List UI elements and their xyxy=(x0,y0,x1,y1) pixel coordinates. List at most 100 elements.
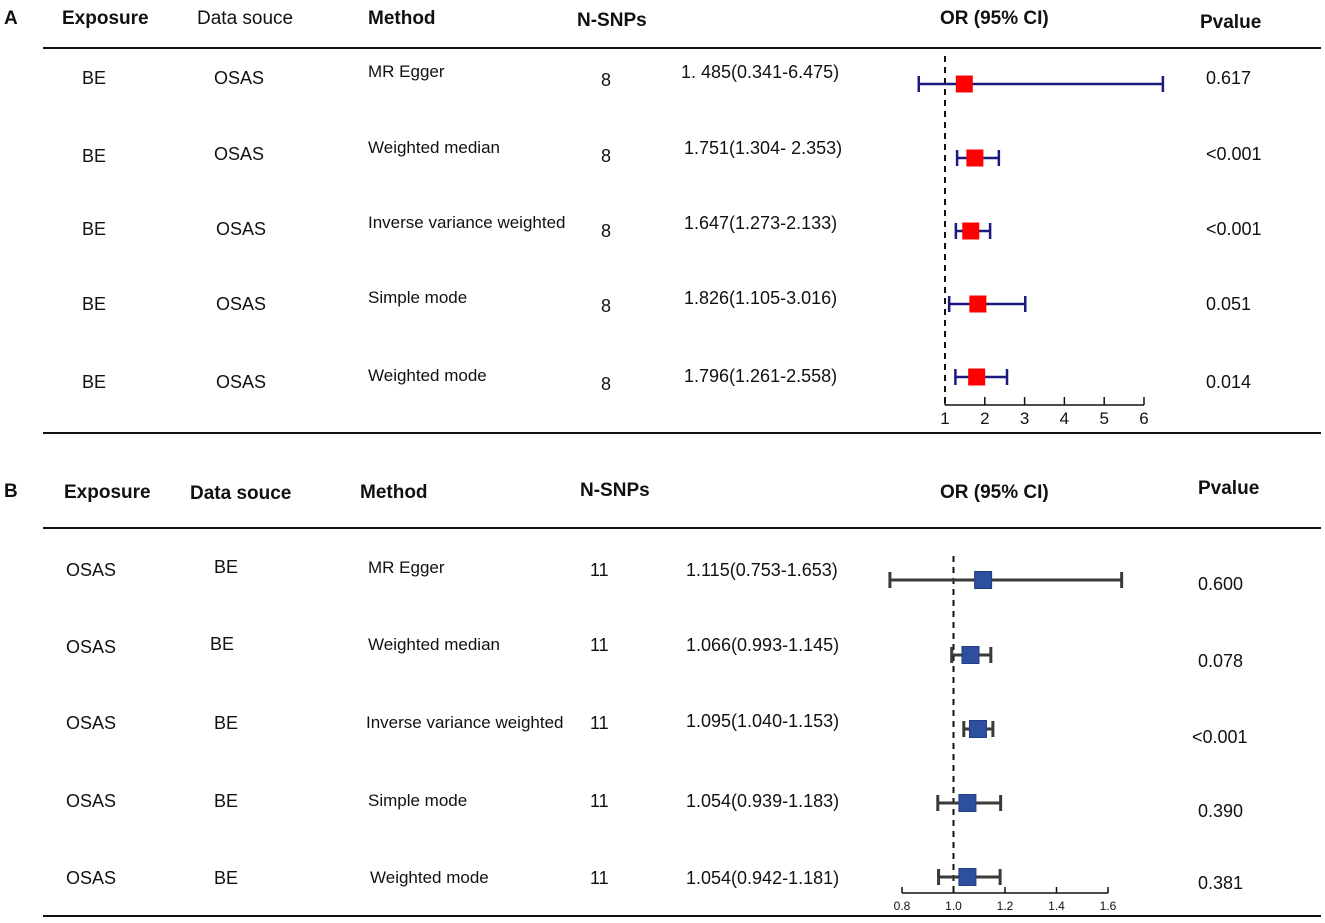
panel-b-header-exposure: Exposure xyxy=(64,482,151,503)
panel-a-label: A xyxy=(4,8,18,29)
panel-a-x-tick-label-3: 3 xyxy=(1020,409,1029,428)
panel-b-row-1-data-source: BE xyxy=(214,557,239,577)
panel-b-row-5-method: Weighted mode xyxy=(370,868,489,887)
panel-b-row-5-nsnps: 11 xyxy=(590,868,609,888)
panel-b-header-rule xyxy=(43,527,1321,529)
panel-a-row-4-nsnps: 8 xyxy=(601,296,612,316)
panel-a-bottom-rule xyxy=(43,432,1321,434)
panel-b-row-1-exposure: OSAS xyxy=(66,560,117,580)
panel-b-row-4-pvalue: 0.390 xyxy=(1198,801,1244,821)
panel-b-row-4-nsnps: 11 xyxy=(590,791,609,811)
panel-b-row-4-point xyxy=(958,794,977,812)
panel-b-row-1-or-ci: 1.115(0.753-1.653) xyxy=(686,560,838,580)
panel-a-row-4-data-source: OSAS xyxy=(216,294,267,314)
panel-a-row-4-method: Simple mode xyxy=(368,288,468,307)
panel-b-row-5-point xyxy=(958,868,977,886)
panel-a-row-2-method: Weighted median xyxy=(368,138,500,157)
panel-b-header-method: Method xyxy=(360,482,428,503)
panel-a-row-4-estimate xyxy=(947,295,1027,313)
panel-a-x-tick-label-6: 6 xyxy=(1139,409,1148,428)
panel-a-row-3-method: Inverse variance weighted xyxy=(368,213,566,232)
panel-b-row-3-exposure: OSAS xyxy=(66,713,117,733)
panel-b-row-2-method: Weighted median xyxy=(368,635,500,654)
panel-a-row-3-pvalue: <0.001 xyxy=(1206,219,1262,239)
panel-a-row-1-method: MR Egger xyxy=(368,62,445,81)
panel-a-row-2-nsnps: 8 xyxy=(601,146,612,166)
panel-b-row-4-method: Simple mode xyxy=(368,791,468,810)
panel-b-row-3-nsnps: 11 xyxy=(590,713,609,733)
panel-b-row-5-pvalue: 0.381 xyxy=(1198,873,1244,893)
panel-a-row-4-exposure: BE xyxy=(82,294,107,314)
panel-a-row-2-data-source: OSAS xyxy=(214,144,265,164)
panel-a-row-3-point xyxy=(962,222,980,240)
panel-a-row-1-or-ci: 1. 485(0.341-6.475) xyxy=(681,62,840,82)
panel-b-row-3-or-ci: 1.095(1.040-1.153) xyxy=(686,711,840,731)
panel-a-header-or: OR (95% CI) xyxy=(940,8,1049,29)
panel-a-row-4-point xyxy=(969,295,987,313)
panel-a-forest-plot: 1 2 3 4 5 6 xyxy=(917,56,1165,428)
panel-b-row-2-or-ci: 1.066(0.993-1.145) xyxy=(686,635,840,655)
panel-b-bottom-rule xyxy=(43,915,1321,917)
panel-a-x-tick-label-2: 2 xyxy=(980,409,989,428)
panel-b-row-5-data-source: BE xyxy=(214,868,239,888)
panel-b-row-4-or-ci: 1.054(0.939-1.183) xyxy=(686,791,840,811)
panel-a-row-2-exposure: BE xyxy=(82,146,107,166)
panel-b-row-3-pvalue: <0.001 xyxy=(1192,727,1248,747)
panel-b-row-2-exposure: OSAS xyxy=(66,637,117,657)
panel-a-row-3-data-source: OSAS xyxy=(216,219,267,239)
panel-a-row-4-or-ci: 1.826(1.105-3.016) xyxy=(684,288,838,308)
panel-b-row-3-point xyxy=(968,720,987,738)
panel-a-row-2-estimate xyxy=(955,149,1001,167)
panel-b-x-tick-label-4: 1.4 xyxy=(1048,899,1065,913)
panel-b-x-tick-label-1: 0.8 xyxy=(894,899,911,913)
panel-b-header-nsnps: N-SNPs xyxy=(580,480,650,501)
panel-b-header-or: OR (95% CI) xyxy=(940,482,1049,503)
panel-b-header-data-source: Data souce xyxy=(190,483,292,504)
panel-a-row-2-or-ci: 1.751(1.304- 2.353) xyxy=(684,138,843,158)
panel-b-row-3-method: Inverse variance weighted xyxy=(366,713,564,732)
panel-a-header-data-source: Data souce xyxy=(197,8,294,29)
panel-a-row-1-data-source: OSAS xyxy=(214,68,265,88)
panel-b-row-3-data-source: BE xyxy=(214,713,239,733)
panel-a-header-exposure: Exposure xyxy=(62,8,149,29)
panel-b-x-tick-label-2: 1.0 xyxy=(945,899,962,913)
panel-a-row-5-exposure: BE xyxy=(82,372,107,392)
panel-b-row-5-exposure: OSAS xyxy=(66,868,117,888)
panel-b-row-4-estimate xyxy=(936,794,1003,812)
panel-b-label: B xyxy=(4,481,18,502)
panel-b-x-tick-label-3: 1.2 xyxy=(997,899,1014,913)
panel-b-row-4-data-source: BE xyxy=(214,791,239,811)
panel-a-row-3-exposure: BE xyxy=(82,219,107,239)
panel-a-header-method: Method xyxy=(368,8,436,29)
panel-b-row-2-nsnps: 11 xyxy=(590,635,609,655)
panel-a-row-5-method: Weighted mode xyxy=(368,366,487,385)
panel-b-x-tick-label-5: 1.6 xyxy=(1100,899,1117,913)
panel-b-row-1-nsnps: 11 xyxy=(590,560,609,580)
panel-b-row-1-method: MR Egger xyxy=(368,558,445,577)
panel-b-row-2-data-source: BE xyxy=(210,634,235,654)
panel-a-row-5-data-source: OSAS xyxy=(216,372,267,392)
panel-b-row-2-estimate xyxy=(950,646,993,664)
panel-a-header-nsnps: N-SNPs xyxy=(577,10,647,31)
panel-a-row-2-pvalue: <0.001 xyxy=(1206,144,1262,164)
panel-b-row-2-point xyxy=(961,646,980,664)
panel-a-row-2-point xyxy=(966,149,984,167)
panel-a-row-3-estimate xyxy=(954,222,992,240)
panel-b-row-1-point xyxy=(974,571,993,589)
panel-a-header-pvalue: Pvalue xyxy=(1200,12,1262,33)
panel-b-row-5-or-ci: 1.054(0.942-1.181) xyxy=(686,868,840,888)
panel-b-row-4-exposure: OSAS xyxy=(66,791,117,811)
panel-a-row-1-nsnps: 8 xyxy=(601,70,612,90)
panel-b-row-1-estimate xyxy=(888,571,1124,589)
panel-a-x-tick-label-1: 1 xyxy=(940,409,949,428)
panel-a-row-5-or-ci: 1.796(1.261-2.558) xyxy=(684,366,838,386)
panel-a-x-tick-label-4: 4 xyxy=(1060,409,1069,428)
panel-b-row-1-pvalue: 0.600 xyxy=(1198,574,1244,594)
panel-b-row-5-estimate xyxy=(937,868,1002,886)
panel-a-row-3-nsnps: 8 xyxy=(601,221,612,241)
panel-a-row-5-point xyxy=(968,368,986,386)
panel-a-row-1-pvalue: 0.617 xyxy=(1206,68,1252,88)
panel-b-header-pvalue: Pvalue xyxy=(1198,478,1260,499)
panel-a-row-4-pvalue: 0.051 xyxy=(1206,294,1252,314)
